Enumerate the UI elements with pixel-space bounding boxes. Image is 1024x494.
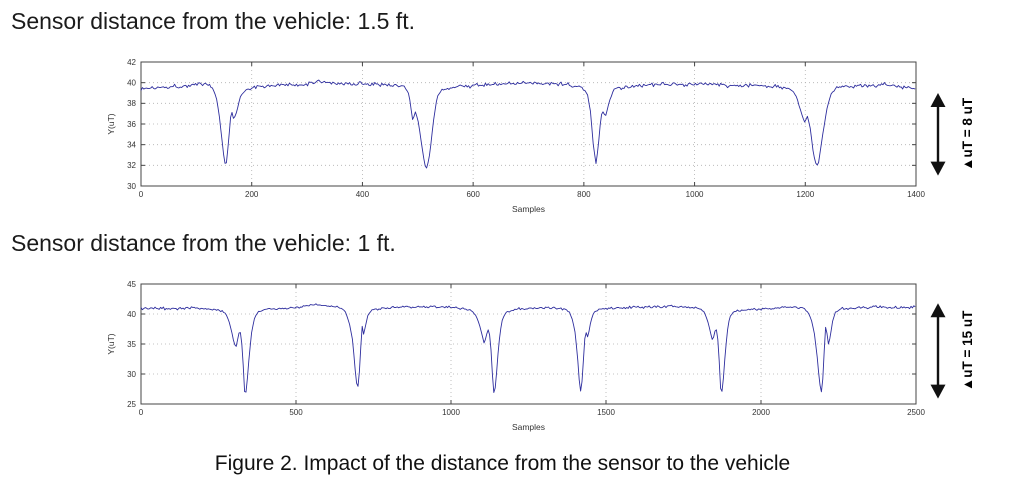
delta-annotation: ▲uT = 8 uT <box>930 93 975 176</box>
chart-sensor-1-5ft: 0 200 400 600 800 1000 1200 1400 30 32 34 36 38 40 42 S… <box>106 58 975 214</box>
y-axis-label: Y(uT) <box>106 113 116 134</box>
delta-annotation: ▲uT = 15 uT <box>930 303 975 399</box>
x-tick-label: 800 <box>577 190 591 199</box>
section-heading-1ft: Sensor distance from the vehicle: 1 ft. <box>11 230 396 256</box>
x-tick-label: 1200 <box>796 190 814 199</box>
grid <box>141 62 916 186</box>
x-tick-label: 500 <box>289 408 303 417</box>
grid <box>141 284 916 404</box>
x-tick-label: 1000 <box>686 190 704 199</box>
y-tick-label: 40 <box>127 310 136 319</box>
y-tick-label: 25 <box>127 400 136 409</box>
arrow-head-up-icon <box>930 93 946 107</box>
tick-marks <box>140 283 917 405</box>
signal-line <box>140 303 916 393</box>
y-tick-label: 40 <box>127 78 136 87</box>
y-tick-label: 32 <box>127 161 136 170</box>
x-tick-label: 1500 <box>597 408 615 417</box>
y-tick-label: 35 <box>127 340 136 349</box>
y-tick-label: 30 <box>127 370 136 379</box>
x-axis-label: Samples <box>512 204 545 214</box>
delta-annotation-label: ▲uT = 8 uT <box>960 97 975 171</box>
y-tick-label: 42 <box>127 58 136 67</box>
x-axis-label: Samples <box>512 422 545 432</box>
y-tick-label: 36 <box>127 120 136 129</box>
y-axis-label: Y(uT) <box>106 333 116 354</box>
x-tick-label: 400 <box>356 190 370 199</box>
x-tick-label: 2000 <box>752 408 770 417</box>
arrow-head-down-icon <box>930 384 946 399</box>
y-tick-label: 45 <box>127 280 136 289</box>
x-tick-label: 600 <box>466 190 480 199</box>
chart-sensor-1ft: 0 500 1000 1500 2000 2500 25 30 35 40 45 Samples Y(u… <box>106 280 975 432</box>
arrow-head-down-icon <box>930 161 946 176</box>
x-tick-label: 0 <box>139 190 144 199</box>
signal-line <box>140 79 916 169</box>
tick-marks <box>140 61 917 187</box>
figure-caption: Figure 2. Impact of the distance from th… <box>214 452 791 475</box>
delta-annotation-label: ▲uT = 15 uT <box>960 310 975 391</box>
arrow-head-up-icon <box>930 303 946 318</box>
section-heading-1-5ft: Sensor distance from the vehicle: 1.5 ft… <box>11 8 415 34</box>
y-tick-label: 38 <box>127 99 136 108</box>
y-tick-label: 30 <box>127 182 136 191</box>
x-tick-label: 2500 <box>907 408 925 417</box>
x-tick-label: 200 <box>245 190 259 199</box>
x-tick-label: 1400 <box>907 190 925 199</box>
x-tick-label: 1000 <box>442 408 460 417</box>
x-tick-label: 0 <box>139 408 144 417</box>
y-tick-label: 34 <box>127 140 136 149</box>
